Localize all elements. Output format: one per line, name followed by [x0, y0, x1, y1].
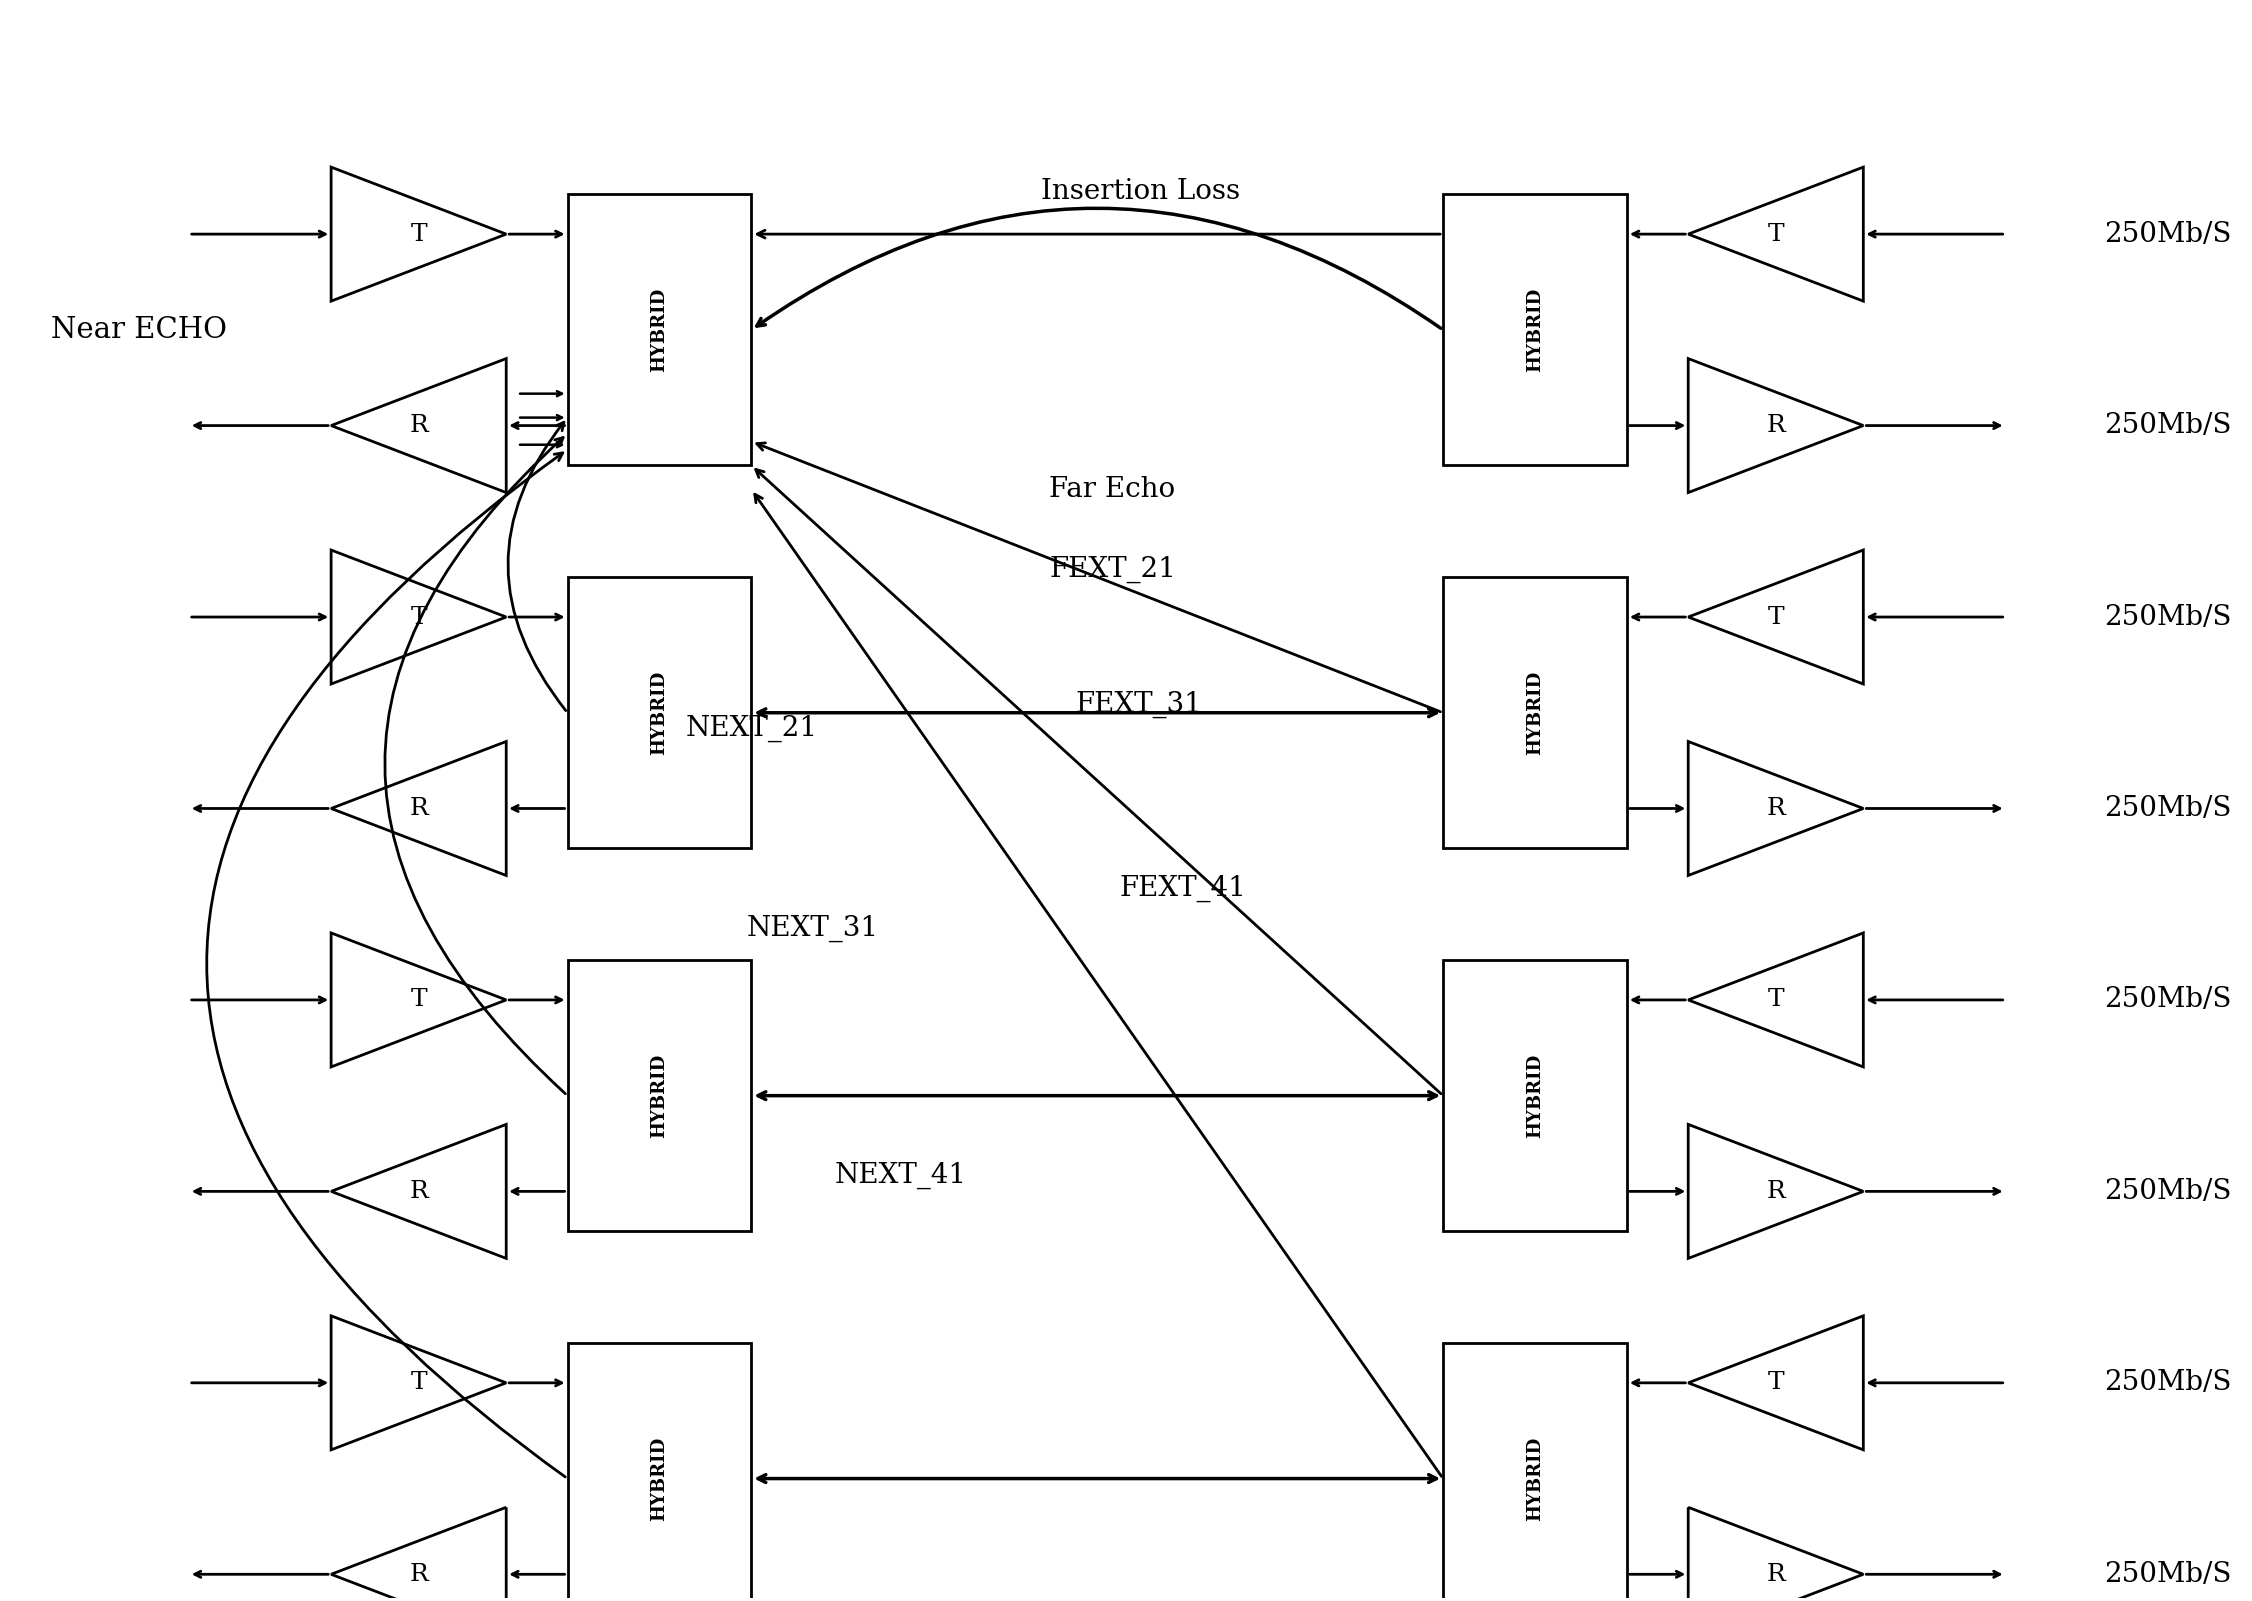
FancyBboxPatch shape	[1444, 1343, 1626, 1601]
Text: R: R	[410, 415, 428, 437]
Text: T: T	[1768, 1372, 1784, 1394]
Text: T: T	[1768, 223, 1784, 245]
FancyBboxPatch shape	[1444, 961, 1626, 1231]
Text: 250Mb/S: 250Mb/S	[2103, 1561, 2232, 1588]
Text: R: R	[1766, 1563, 1786, 1587]
Text: T: T	[410, 605, 428, 629]
Text: 250Mb/S: 250Mb/S	[2103, 221, 2232, 248]
Text: HYBRID: HYBRID	[651, 1053, 669, 1138]
Text: NEXT_41: NEXT_41	[835, 1162, 966, 1190]
Text: T: T	[1768, 988, 1784, 1012]
Text: 250Mb/S: 250Mb/S	[2103, 986, 2232, 1013]
Text: R: R	[410, 797, 428, 820]
Text: 250Mb/S: 250Mb/S	[2103, 1369, 2232, 1396]
Text: T: T	[410, 223, 428, 245]
Text: 250Mb/S: 250Mb/S	[2103, 411, 2232, 439]
FancyBboxPatch shape	[568, 1343, 752, 1601]
Text: Near ECHO: Near ECHO	[52, 315, 227, 344]
Text: R: R	[410, 1180, 428, 1202]
FancyBboxPatch shape	[568, 194, 752, 466]
Text: 250Mb/S: 250Mb/S	[2103, 796, 2232, 821]
Text: HYBRID: HYBRID	[1527, 671, 1545, 756]
Text: FEXT_21: FEXT_21	[1049, 556, 1176, 583]
Text: R: R	[1766, 797, 1786, 820]
FancyBboxPatch shape	[568, 961, 752, 1231]
Text: HYBRID: HYBRID	[651, 1436, 669, 1521]
Text: T: T	[410, 1372, 428, 1394]
Text: HYBRID: HYBRID	[1527, 288, 1545, 371]
Text: R: R	[1766, 1180, 1786, 1202]
Text: Insertion Loss: Insertion Loss	[1040, 178, 1241, 205]
Text: T: T	[1768, 605, 1784, 629]
Text: T: T	[410, 988, 428, 1012]
FancyBboxPatch shape	[1444, 576, 1626, 849]
Text: HYBRID: HYBRID	[1527, 1053, 1545, 1138]
Text: 250Mb/S: 250Mb/S	[2103, 604, 2232, 631]
Text: R: R	[410, 1563, 428, 1587]
Text: HYBRID: HYBRID	[1527, 1436, 1545, 1521]
Text: NEXT_31: NEXT_31	[748, 914, 878, 941]
Text: 250Mb/S: 250Mb/S	[2103, 1178, 2232, 1206]
FancyBboxPatch shape	[1444, 194, 1626, 466]
FancyBboxPatch shape	[568, 576, 752, 849]
Text: R: R	[1766, 415, 1786, 437]
Text: Far Echo: Far Echo	[1049, 475, 1176, 503]
Text: FEXT_31: FEXT_31	[1074, 692, 1203, 719]
Text: NEXT_21: NEXT_21	[685, 716, 817, 743]
Text: HYBRID: HYBRID	[651, 288, 669, 371]
Text: HYBRID: HYBRID	[651, 671, 669, 756]
Text: FEXT_41: FEXT_41	[1119, 874, 1245, 901]
